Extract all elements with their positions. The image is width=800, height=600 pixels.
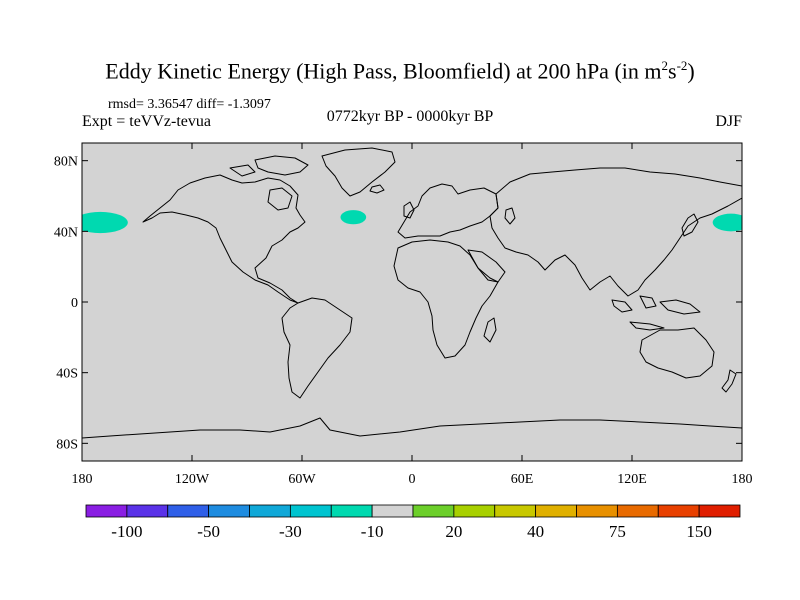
colorbar-label: 40 — [527, 522, 544, 541]
lat-tick-label: 80S — [56, 437, 78, 452]
colorbar-box — [85, 504, 128, 518]
colorbar-box — [289, 504, 332, 518]
anomaly-north-pacific-west — [82, 211, 128, 234]
colorbar-box — [249, 504, 291, 518]
anomaly-north-atlantic — [340, 210, 367, 225]
lat-tick-label: 0 — [71, 296, 78, 311]
lat-tick-label: 40S — [56, 367, 78, 382]
lon-tick-label: 180 — [732, 472, 753, 487]
colorbar-label: 75 — [609, 522, 626, 541]
anomaly-layer — [82, 210, 742, 234]
coastline-madagascar — [483, 317, 497, 343]
coastline-iceland — [369, 184, 385, 194]
colorbar-box — [698, 504, 741, 518]
coastline-arctic-islands — [229, 155, 309, 177]
colorbar-label: -30 — [279, 522, 302, 541]
lat-tick-label: 80N — [54, 155, 78, 170]
colorbar-label: -50 — [197, 522, 220, 541]
coastline-asia — [489, 167, 742, 297]
lon-tick-label: 0 — [409, 472, 416, 487]
coastline-caspian — [504, 207, 516, 225]
lon-tick-label: 120E — [617, 472, 647, 487]
coastline-africa — [393, 239, 499, 359]
coastline-north-america — [142, 174, 306, 304]
colorbar-box — [330, 504, 373, 518]
colorbar-box — [167, 504, 210, 518]
colorbar-box — [576, 504, 618, 518]
colorbar-box — [126, 504, 169, 518]
colorbar-box — [657, 504, 700, 518]
colorbar-label: -100 — [111, 522, 142, 541]
colorbar-box — [412, 504, 455, 518]
colorbar: -100 -50 -30 -10 20 40 75 150 — [85, 504, 741, 541]
colorbar-label: 20 — [445, 522, 462, 541]
lon-tick-label: 180 — [72, 472, 93, 487]
colorbar-label: -10 — [361, 522, 384, 541]
colorbar-box — [494, 504, 537, 518]
coastline-europe — [397, 183, 499, 239]
coastline-new-zealand — [721, 369, 737, 393]
lat-tick-label: 40N — [54, 225, 78, 240]
coastline-greenland — [321, 147, 396, 197]
coastline-hudson-bay — [267, 187, 293, 211]
coastline-south-america — [281, 297, 353, 399]
coastline-arabia — [467, 249, 506, 283]
coastlines — [82, 147, 742, 439]
coastline-britain — [403, 201, 415, 219]
figure-title: Eddy Kinetic Energy (High Pass, Bloomfie… — [105, 58, 695, 84]
coastline-antarctica — [82, 417, 742, 439]
colorbar-box — [616, 504, 659, 518]
experiment-label: Expt = teVVz-tevua — [82, 113, 211, 130]
lon-tick-label: 120W — [175, 472, 210, 487]
coastline-japan — [681, 213, 699, 237]
stats-label: rmsd= 3.36547 diff= -1.3097 — [108, 97, 271, 112]
anomaly-north-pacific-east — [712, 213, 742, 232]
coastline-indonesia — [611, 295, 701, 331]
coastline-australia — [639, 327, 715, 379]
colorbar-box — [371, 504, 414, 518]
map-axes: 80N 40N 0 40S 80S 180 120W 60W 0 60E 120E 180 — [54, 143, 753, 487]
period-label: 0772kyr BP - 0000kyr BP — [326, 108, 494, 125]
colorbar-label: 150 — [686, 522, 712, 541]
lon-tick-label: 60W — [288, 472, 316, 487]
lon-tick-label: 60E — [511, 472, 534, 487]
colorbar-box — [535, 504, 577, 518]
colorbar-box — [453, 504, 496, 518]
season-label: DJF — [715, 113, 742, 130]
map-background — [82, 143, 742, 461]
colorbar-box — [208, 504, 250, 518]
